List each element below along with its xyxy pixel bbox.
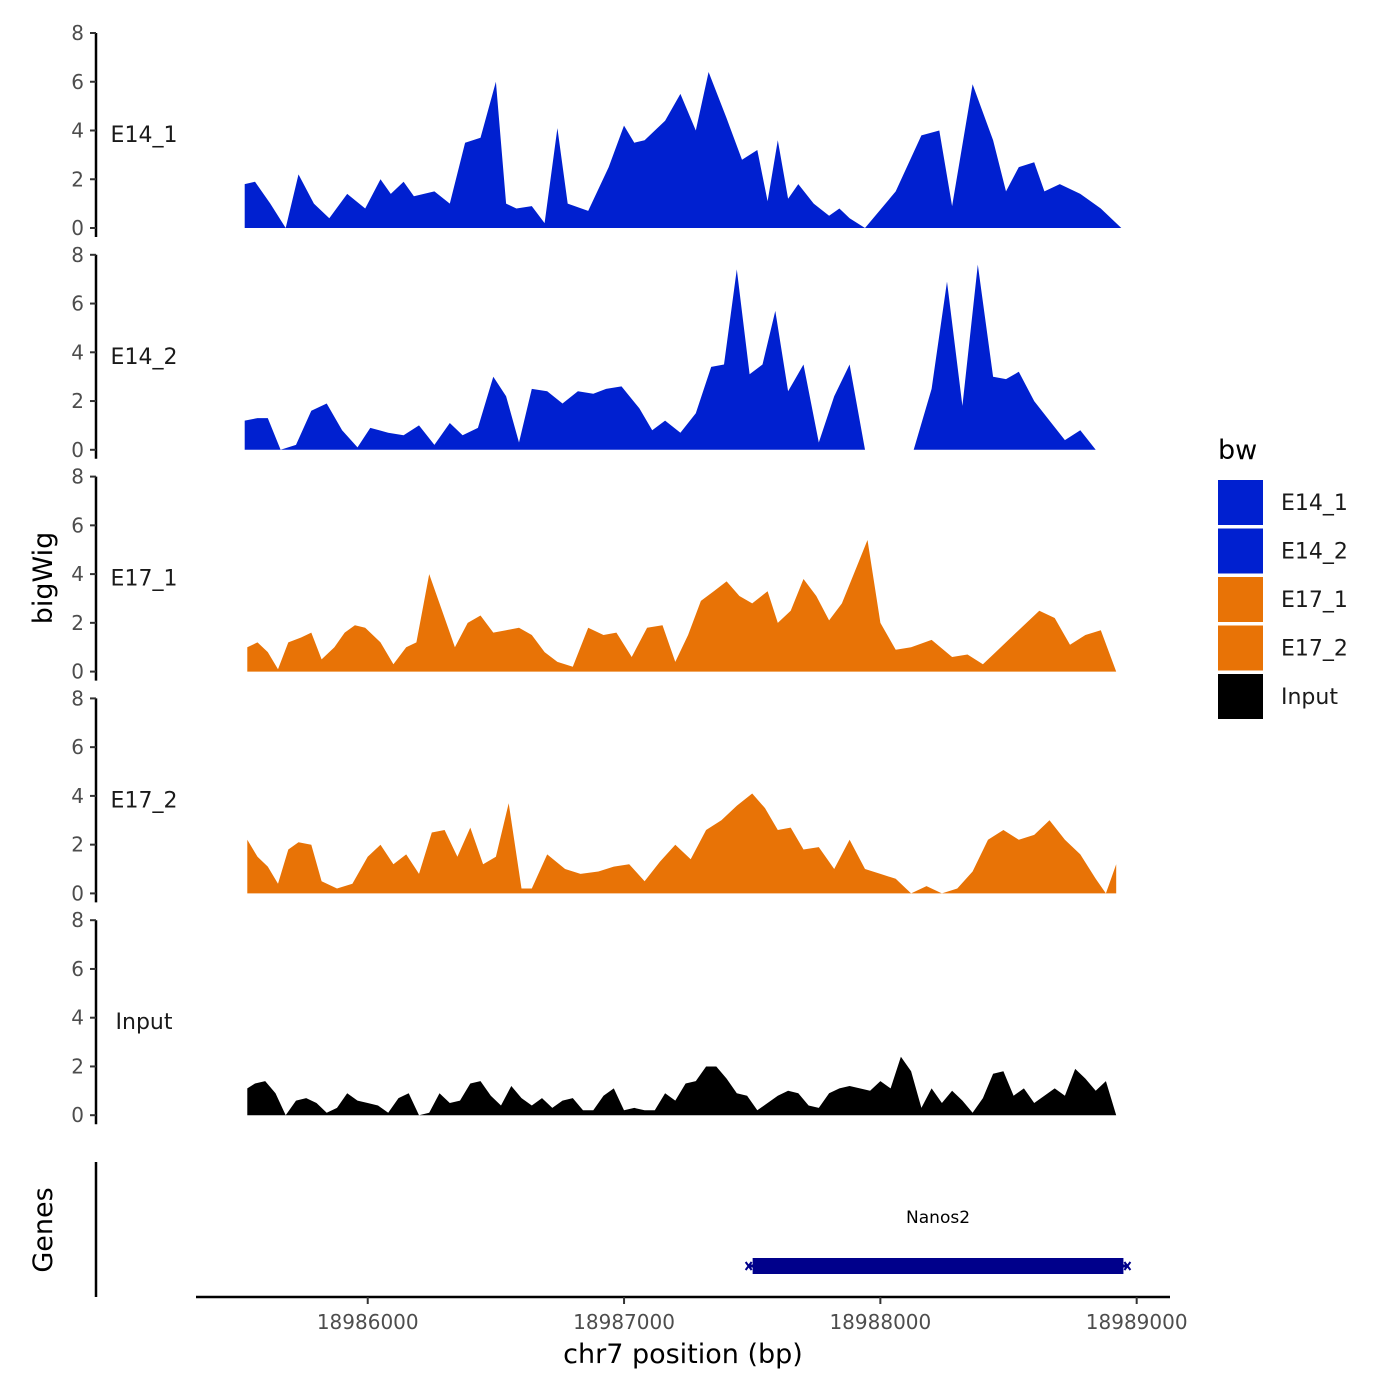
y-tick-label: 4 — [71, 1006, 84, 1030]
y-tick-label: 0 — [71, 881, 84, 905]
y-tick-label: 8 — [71, 465, 84, 489]
legend-label: E17_2 — [1281, 637, 1348, 662]
y-tick-label: 2 — [71, 1054, 84, 1078]
y-tick-label: 6 — [71, 957, 84, 981]
x-tick-label: 18987000 — [573, 1310, 675, 1334]
y-tick-label: 6 — [71, 292, 84, 316]
track-E14_1: 0 2 4 6 8 E14_1 — [71, 21, 1122, 240]
gene-start-marker — [744, 1261, 753, 1271]
gene-end-marker — [1123, 1261, 1132, 1271]
legend-swatch-E14_1 — [1218, 480, 1263, 525]
legend-label: E14_2 — [1281, 540, 1348, 565]
gene-exon — [752, 1258, 1124, 1274]
x-tick-label: 18988000 — [829, 1310, 931, 1334]
x-tick-label: 18986000 — [317, 1310, 419, 1334]
track-E14_2: 0 2 4 6 8 E14_2 — [71, 243, 1122, 462]
y-tick-label: 2 — [71, 611, 84, 635]
y-tick-label: 8 — [71, 243, 84, 267]
y-tick-label: 4 — [71, 784, 84, 808]
signal-area-E17_2 — [247, 793, 1117, 894]
track-E17_1: 0 2 4 6 8 E17_1 — [71, 465, 1117, 684]
signal-area-Input — [247, 1056, 1117, 1116]
y-tick-label: 0 — [71, 1103, 84, 1127]
y-tick-label: 4 — [71, 340, 84, 364]
legend-title: bw — [1218, 435, 1257, 466]
y-tick-label: 2 — [71, 833, 84, 857]
legend-swatch-E17_2 — [1218, 625, 1263, 671]
y-tick-label: 4 — [71, 119, 84, 143]
x-tick-label: 18989000 — [1086, 1310, 1188, 1334]
track-E17_2: 0 2 4 6 8 E17_2 — [71, 686, 1117, 905]
y-tick-label: 0 — [71, 660, 84, 684]
y-tick-label: 2 — [71, 167, 84, 191]
genes-track-label: Genes — [28, 1187, 59, 1272]
legend: bw E14_1 E14_2 E17_1 E17_2 Input — [1218, 435, 1348, 719]
track-label: E17_1 — [111, 567, 178, 592]
y-tick-label: 8 — [71, 21, 84, 45]
legend-label: Input — [1281, 685, 1338, 710]
track-label: E17_2 — [111, 788, 178, 813]
track-Input: 0 2 4 6 8 Input — [71, 908, 1117, 1127]
y-axis-title: bigWig — [28, 532, 59, 625]
y-tick-label: 6 — [71, 735, 84, 759]
signal-tracks: 0 2 4 6 8 E14_1 0 2 4 6 8 E14_2 0 2 4 6 8 E17_1 0 2 4 6 8 E17_2… — [71, 21, 1122, 1127]
legend-swatch-E14_2 — [1218, 528, 1263, 574]
legend-label: E14_1 — [1281, 491, 1348, 516]
x-axis: 18986000 18987000 18988000 18989000 — [196, 1295, 1188, 1334]
signal-area-E14_2 — [244, 264, 1122, 450]
y-tick-label: 8 — [71, 908, 84, 932]
signal-area-E17_1 — [247, 540, 1117, 672]
y-tick-label: 8 — [71, 686, 84, 710]
signal-area-E14_1 — [244, 72, 1122, 228]
track-label: E14_2 — [111, 345, 178, 370]
legend-label: E17_1 — [1281, 588, 1348, 613]
x-axis-title: chr7 position (bp) — [563, 1339, 803, 1370]
y-tick-label: 0 — [71, 438, 84, 462]
legend-swatch-E17_1 — [1218, 577, 1263, 622]
legend-swatch-Input — [1218, 674, 1263, 719]
gene-label: Nanos2 — [906, 1208, 970, 1228]
y-tick-label: 2 — [71, 389, 84, 413]
y-tick-label: 0 — [71, 216, 84, 240]
track-label: Input — [116, 1010, 173, 1035]
y-tick-label: 6 — [71, 70, 84, 94]
track-label: E14_1 — [111, 123, 178, 148]
y-tick-label: 4 — [71, 562, 84, 586]
genes-track: Genes Nanos2 — [28, 1162, 1132, 1297]
y-tick-label: 6 — [71, 513, 84, 537]
